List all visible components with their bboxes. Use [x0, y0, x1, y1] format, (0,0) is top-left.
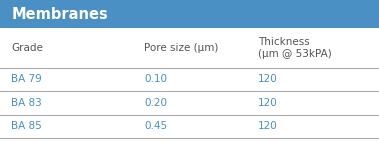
Text: Grade: Grade	[11, 43, 43, 53]
Text: Membranes: Membranes	[11, 7, 108, 22]
FancyBboxPatch shape	[0, 0, 379, 28]
Text: BA 85: BA 85	[11, 121, 42, 131]
Text: 120: 120	[258, 121, 277, 131]
Text: 0.20: 0.20	[144, 98, 167, 108]
Text: BA 83: BA 83	[11, 98, 42, 108]
Text: 0.45: 0.45	[144, 121, 167, 131]
Text: 120: 120	[258, 98, 277, 108]
Text: 120: 120	[258, 74, 277, 84]
Text: Thickness
(μm @ 53kPA): Thickness (μm @ 53kPA)	[258, 37, 332, 59]
Text: Pore size (μm): Pore size (μm)	[144, 43, 218, 53]
Text: BA 79: BA 79	[11, 74, 42, 84]
Text: 0.10: 0.10	[144, 74, 167, 84]
